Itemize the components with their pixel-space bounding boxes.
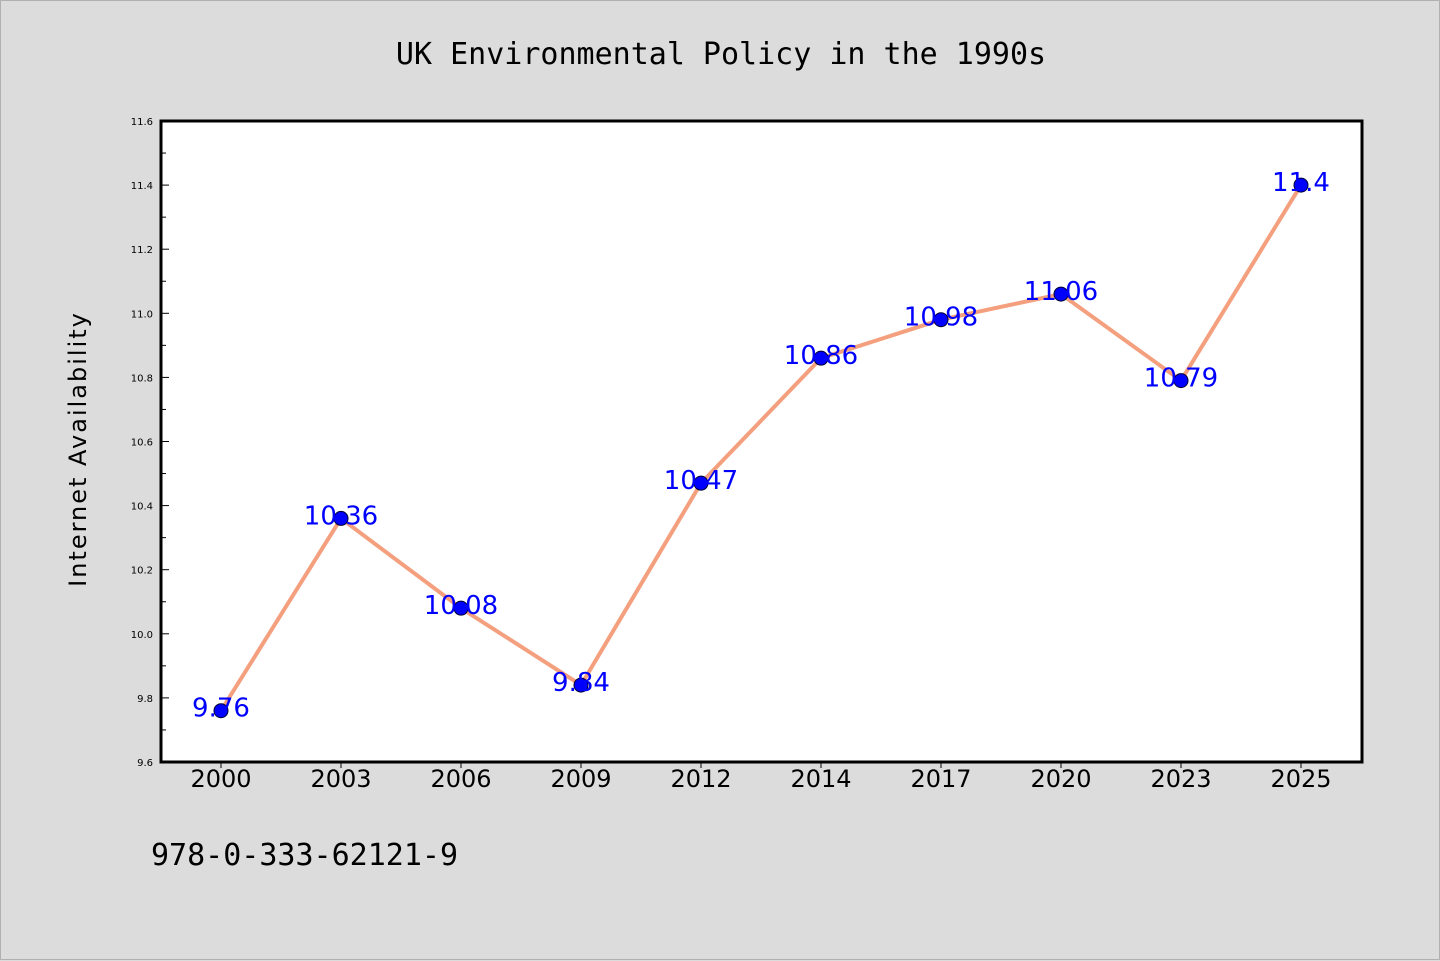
x-tick-label: 2023 bbox=[1150, 765, 1211, 793]
data-point bbox=[573, 677, 589, 693]
data-label: 9.84 bbox=[552, 668, 610, 698]
data-point bbox=[453, 600, 469, 616]
x-tick-label: 2000 bbox=[190, 765, 251, 793]
data-label: 10.08 bbox=[424, 591, 498, 621]
data-point bbox=[1053, 286, 1069, 302]
data-label: 10.98 bbox=[904, 303, 978, 333]
y-tick-label: 9.6 bbox=[137, 758, 153, 769]
y-tick-label: 9.8 bbox=[137, 694, 153, 705]
y-tick-label: 10.8 bbox=[131, 373, 153, 384]
x-tick-label: 2025 bbox=[1270, 765, 1331, 793]
chart-title: UK Environmental Policy in the 1990s bbox=[396, 37, 1046, 72]
y-axis-label: Internet Availability bbox=[64, 311, 92, 587]
x-tick-label: 2012 bbox=[670, 765, 731, 793]
x-axis: 2000 2003 2006 2009 2012 2014 2017 2020 2023 2025 bbox=[190, 762, 1332, 793]
x-tick-label: 2009 bbox=[550, 765, 611, 793]
y-tick-label: 10.2 bbox=[131, 566, 153, 577]
data-point bbox=[213, 703, 229, 719]
data-point bbox=[933, 312, 949, 328]
data-point bbox=[693, 475, 709, 491]
data-point bbox=[333, 510, 349, 526]
data-label: 10.36 bbox=[304, 501, 378, 531]
data-label: 11.4 bbox=[1272, 168, 1330, 198]
x-tick-label: 2003 bbox=[310, 765, 371, 793]
y-axis: 9.6 9.8 10.0 10.2 10.4 10.6 10.8 11.0 11.2 11.4 11… bbox=[131, 117, 169, 769]
data-point bbox=[1293, 177, 1309, 193]
x-tick-label: 2017 bbox=[910, 765, 971, 793]
x-tick-label: 2014 bbox=[790, 765, 851, 793]
data-point bbox=[813, 350, 829, 366]
plot-area bbox=[161, 121, 1362, 762]
y-tick-label: 11.0 bbox=[131, 309, 153, 320]
y-tick-label: 10.4 bbox=[131, 502, 153, 513]
data-label: 10.86 bbox=[784, 341, 858, 371]
y-tick-label: 11.4 bbox=[131, 181, 153, 192]
plot-border bbox=[159, 119, 1364, 764]
data-labels: 9.76 10.36 10.08 9.84 10.47 10.86 10.98 11.06 10… bbox=[192, 168, 1330, 724]
data-point bbox=[1173, 373, 1189, 389]
data-label: 9.76 bbox=[192, 694, 250, 724]
y-tick-label: 10.6 bbox=[131, 438, 153, 449]
x-tick-label: 2020 bbox=[1030, 765, 1091, 793]
data-label: 10.79 bbox=[1144, 364, 1218, 394]
y-tick-label: 11.6 bbox=[131, 117, 153, 128]
data-label: 10.47 bbox=[664, 466, 738, 496]
series-markers bbox=[213, 177, 1309, 719]
y-tick-label: 10.0 bbox=[131, 630, 153, 641]
series-line bbox=[219, 184, 1303, 712]
data-label: 11.06 bbox=[1024, 277, 1098, 307]
y-tick-label: 11.2 bbox=[131, 245, 153, 256]
x-tick-label: 2006 bbox=[430, 765, 491, 793]
footer-isbn: 978-0-333-62121-9 bbox=[151, 838, 458, 873]
